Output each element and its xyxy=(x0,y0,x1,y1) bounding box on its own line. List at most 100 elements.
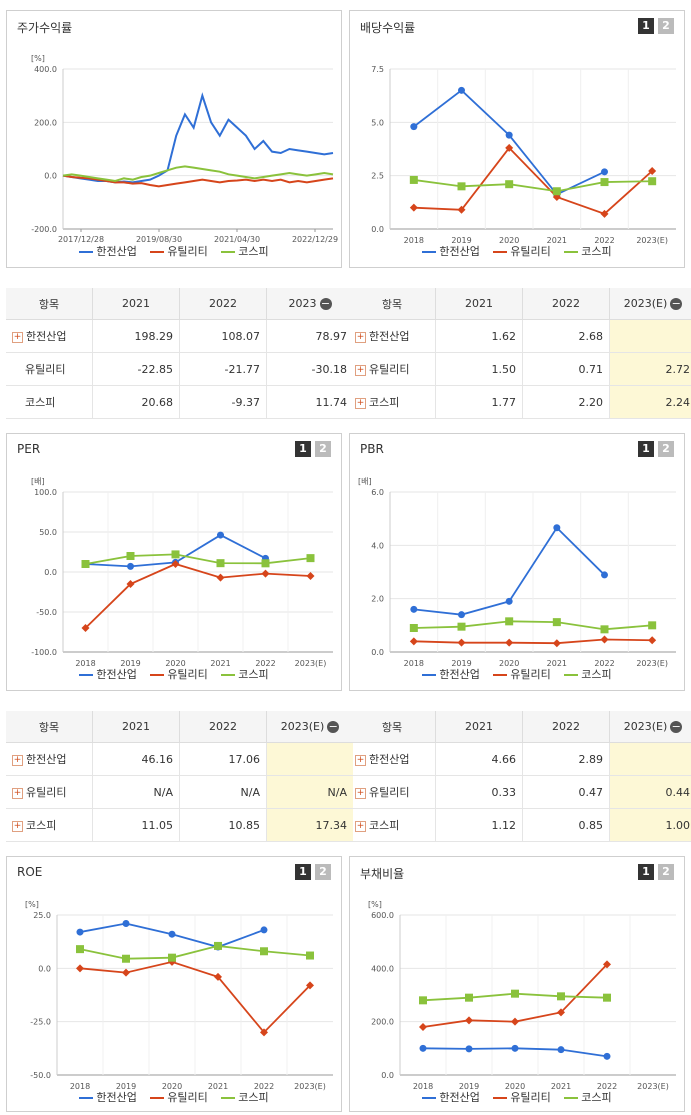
series-2-point-2[interactable] xyxy=(505,143,514,152)
expand-icon[interactable]: + xyxy=(12,331,23,343)
series-3-point-2[interactable] xyxy=(168,953,176,962)
expand-icon[interactable]: + xyxy=(355,754,366,766)
legend-item-s2[interactable]: 유틸리티 xyxy=(493,243,551,259)
row-label[interactable]: + 유틸리티 xyxy=(6,775,93,809)
legend-item-s3[interactable]: 코스피 xyxy=(221,666,269,682)
series-3-point-4[interactable] xyxy=(260,947,268,956)
legend-item-s2[interactable]: 유틸리티 xyxy=(493,666,551,682)
series-3-point-1[interactable] xyxy=(465,993,473,1002)
series-2-point-0[interactable] xyxy=(409,203,418,212)
series-2-point-1[interactable] xyxy=(122,968,130,977)
series-2-point-2[interactable] xyxy=(511,1017,519,1026)
legend-item-s2[interactable]: 유틸리티 xyxy=(150,666,208,682)
page-1-button[interactable]: 1 xyxy=(638,864,654,880)
legend-item-s3[interactable]: 코스피 xyxy=(221,1089,269,1105)
series-3-point-3[interactable] xyxy=(216,559,225,568)
expand-icon[interactable]: + xyxy=(355,787,366,799)
series-2-point-0[interactable] xyxy=(81,624,90,632)
series-1-point-1[interactable] xyxy=(465,1045,473,1053)
series-1-point-2[interactable] xyxy=(168,930,176,938)
series-2-point-3[interactable] xyxy=(216,573,225,582)
series-2-point-0[interactable] xyxy=(76,964,84,973)
collapse-icon[interactable]: − xyxy=(327,720,340,733)
row-label[interactable]: + 코스피 xyxy=(349,808,436,842)
series-1-point-4[interactable] xyxy=(601,168,608,176)
series-2-point-1[interactable] xyxy=(126,580,135,588)
page-2-button[interactable]: 2 xyxy=(658,18,674,34)
series-2-point-5[interactable] xyxy=(306,572,315,580)
series-1-point-3[interactable] xyxy=(557,1046,565,1054)
series-1-point-1[interactable] xyxy=(458,86,465,94)
legend-item-s3[interactable]: 코스피 xyxy=(564,243,612,259)
series-2-point-4[interactable] xyxy=(261,569,270,578)
legend-item-s3[interactable]: 코스피 xyxy=(221,243,269,259)
row-label[interactable]: 코스피 xyxy=(6,385,93,419)
legend-item-s3[interactable]: 코스피 xyxy=(564,666,612,682)
series-1-point-0[interactable] xyxy=(419,1044,427,1052)
series-3-point-2[interactable] xyxy=(505,180,514,189)
series-3-point-0[interactable] xyxy=(76,945,84,954)
series-1-point-1[interactable] xyxy=(458,611,465,619)
series-3-point-3[interactable] xyxy=(557,992,565,1001)
series-2-point-4[interactable] xyxy=(603,960,611,969)
series-3-point-0[interactable] xyxy=(409,624,418,632)
series-3-point-3[interactable] xyxy=(552,618,561,627)
page-1-button[interactable]: 1 xyxy=(638,18,654,34)
legend-item-s2[interactable]: 유틸리티 xyxy=(493,1089,551,1105)
series-3-point-2[interactable] xyxy=(511,989,519,998)
row-label[interactable]: + 유틸리티 xyxy=(349,352,436,386)
expand-icon[interactable]: + xyxy=(12,754,23,766)
row-label[interactable]: + 한전산업 xyxy=(6,742,93,776)
page-1-button[interactable]: 1 xyxy=(295,864,311,880)
series-2-point-5[interactable] xyxy=(306,981,314,990)
series-1-point-0[interactable] xyxy=(76,928,84,936)
expand-icon[interactable]: + xyxy=(355,331,366,343)
page-2-button[interactable]: 2 xyxy=(658,441,674,457)
legend-item-s3[interactable]: 코스피 xyxy=(564,1089,612,1105)
series-2-point-3[interactable] xyxy=(552,639,561,648)
series-2-point-1[interactable] xyxy=(457,638,466,647)
series-2-point-0[interactable] xyxy=(419,1023,427,1031)
series-2-point-4[interactable] xyxy=(260,1028,268,1037)
legend-item-s1[interactable]: 한전산업 xyxy=(79,1089,137,1105)
page-1-button[interactable]: 1 xyxy=(638,441,654,457)
row-label[interactable]: + 유틸리티 xyxy=(349,775,436,809)
legend-item-s1[interactable]: 한전산업 xyxy=(422,666,480,682)
series-3-point-1[interactable] xyxy=(122,954,130,963)
row-label[interactable]: + 한전산업 xyxy=(6,319,93,353)
series-3-point-4[interactable] xyxy=(603,993,611,1002)
legend-item-s2[interactable]: 유틸리티 xyxy=(150,1089,208,1105)
collapse-icon[interactable]: − xyxy=(670,297,683,310)
series-2-point-4[interactable] xyxy=(600,635,609,644)
legend-item-s1[interactable]: 한전산업 xyxy=(422,243,480,259)
series-2-point-0[interactable] xyxy=(409,637,418,646)
series-1-point-4[interactable] xyxy=(603,1052,611,1060)
series-1-point-1[interactable] xyxy=(127,562,134,570)
legend-item-s1[interactable]: 한전산업 xyxy=(422,1089,480,1105)
collapse-icon[interactable]: − xyxy=(670,720,683,733)
series-3-point-4[interactable] xyxy=(600,625,609,634)
series-3-point-3[interactable] xyxy=(214,941,222,950)
expand-icon[interactable]: + xyxy=(12,820,23,832)
series-3-point-2[interactable] xyxy=(505,617,514,626)
legend-item-s2[interactable]: 유틸리티 xyxy=(150,243,208,259)
series-2-point-3[interactable] xyxy=(214,972,222,981)
row-label[interactable]: + 한전산업 xyxy=(349,319,436,353)
series-2-point-5[interactable] xyxy=(648,166,657,175)
row-label[interactable]: + 코스피 xyxy=(6,808,93,842)
expand-icon[interactable]: + xyxy=(355,397,366,409)
row-label[interactable]: + 코스피 xyxy=(349,385,436,419)
series-1-point-4[interactable] xyxy=(601,571,608,579)
series-3-point-1[interactable] xyxy=(457,622,466,631)
legend-item-s1[interactable]: 한전산업 xyxy=(79,243,137,259)
page-2-button[interactable]: 2 xyxy=(315,864,331,880)
row-label[interactable]: 유틸리티 xyxy=(6,352,93,386)
series-2-point-3[interactable] xyxy=(557,1008,565,1017)
expand-icon[interactable]: + xyxy=(355,820,366,832)
series-3-point-1[interactable] xyxy=(126,552,135,560)
series-3-point-0[interactable] xyxy=(81,560,90,568)
series-2-point-2[interactable] xyxy=(505,638,514,647)
row-label[interactable]: + 한전산업 xyxy=(349,742,436,776)
page-2-button[interactable]: 2 xyxy=(658,864,674,880)
expand-icon[interactable]: + xyxy=(12,787,23,799)
